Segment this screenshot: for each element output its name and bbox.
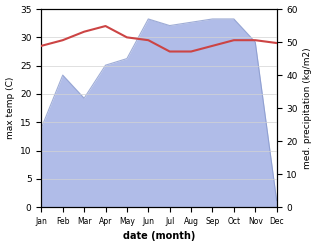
X-axis label: date (month): date (month) <box>123 231 195 242</box>
Y-axis label: max temp (C): max temp (C) <box>5 77 15 139</box>
Y-axis label: med. precipitation (kg/m2): med. precipitation (kg/m2) <box>303 47 313 169</box>
